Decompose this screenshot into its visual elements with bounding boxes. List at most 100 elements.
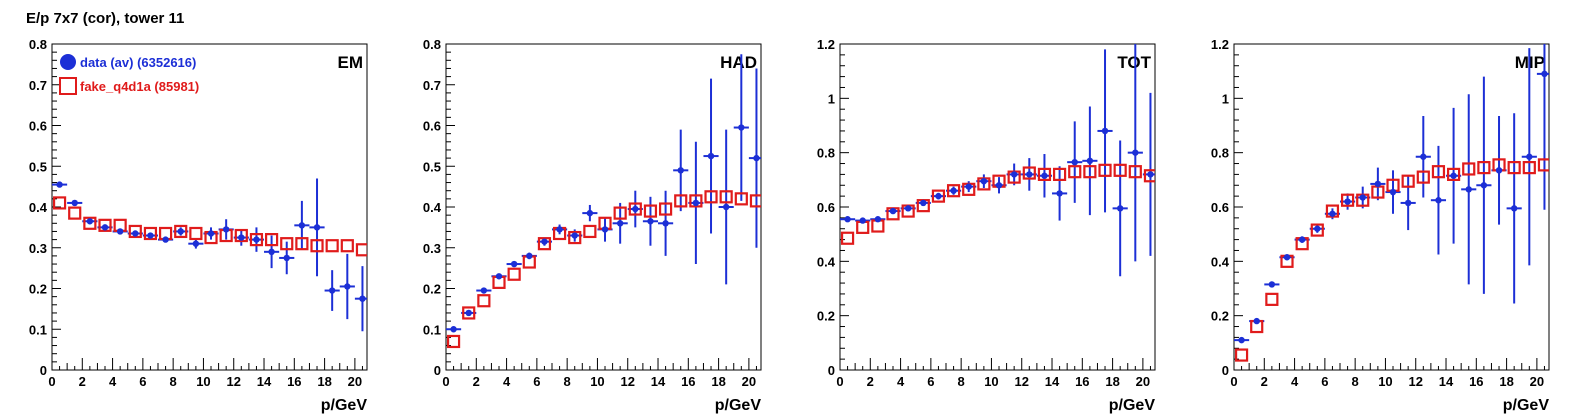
x-tick-label: 18 <box>711 374 725 389</box>
y-tick-label: 1.2 <box>817 37 835 52</box>
data-marker <box>313 224 321 231</box>
y-tick-label: 0.4 <box>29 200 48 215</box>
fake-marker <box>249 233 264 247</box>
data-marker <box>1389 188 1397 196</box>
panel-mip: 00.20.40.60.811.202468101214161820p/GeVM… <box>1182 0 1575 419</box>
x-tick-label: 0 <box>48 374 55 389</box>
data-marker <box>147 232 154 239</box>
fake-marker <box>310 239 324 253</box>
fake-marker <box>1128 165 1142 179</box>
fake-marker <box>1143 169 1155 183</box>
x-tick-label: 2 <box>473 374 480 389</box>
data-marker <box>616 220 624 227</box>
fake-marker <box>674 194 688 208</box>
x-tick-label: 6 <box>1321 374 1328 389</box>
data-marker <box>1238 336 1245 344</box>
plot-area <box>1234 44 1549 362</box>
data-marker <box>222 226 230 233</box>
y-tick-label: 0.4 <box>423 200 442 215</box>
y-tick-label: 0.6 <box>1211 200 1229 215</box>
x-tick-label: 0 <box>442 374 449 389</box>
data-marker <box>268 248 275 256</box>
y-tick-label: 0.4 <box>1211 254 1230 269</box>
x-tick-label: 6 <box>533 374 540 389</box>
x-tick-label: 10 <box>196 374 210 389</box>
data-marker <box>601 226 609 233</box>
data-marker <box>328 287 336 294</box>
y-tick-label: 0.8 <box>29 37 47 52</box>
fake-marker <box>1340 193 1355 207</box>
x-tick-label: 8 <box>1352 374 1359 389</box>
x-tick-label: 10 <box>590 374 604 389</box>
data-marker <box>1329 210 1336 217</box>
data-marker <box>1116 205 1124 212</box>
fake-marker <box>643 204 658 218</box>
x-tick-label: 16 <box>681 374 695 389</box>
data-marker <box>556 226 563 233</box>
fake-marker <box>280 237 294 251</box>
fake-marker <box>749 194 761 208</box>
figure-title: E/p 7x7 (cor), tower 11 <box>26 10 185 27</box>
data-marker <box>1132 149 1139 156</box>
data-marker <box>526 252 533 260</box>
data-marker <box>238 234 245 241</box>
x-tick-label: 6 <box>139 374 146 389</box>
data-marker <box>738 124 745 131</box>
data-marker <box>465 309 472 317</box>
fake-marker <box>1537 158 1549 172</box>
data-marker <box>844 216 851 223</box>
fake-marker <box>1068 165 1082 179</box>
data-marker <box>1056 190 1063 197</box>
data-marker <box>495 273 503 280</box>
data-marker <box>904 205 912 212</box>
data-marker <box>889 207 897 215</box>
x-tick-label: 18 <box>317 374 331 389</box>
data-marker <box>1420 153 1427 160</box>
plot-tot: 00.20.40.60.811.20 2 4 6 8 10 12 14 16 18 20p/GeVT… <box>817 37 1156 414</box>
fake-marker <box>1431 165 1446 179</box>
y-tick-label: 0.8 <box>1211 146 1229 161</box>
fake-marker <box>1113 163 1127 177</box>
y-tick-label: 0.8 <box>817 146 835 161</box>
x-tick-label: 12 <box>1014 374 1028 389</box>
data-marker <box>950 187 957 194</box>
fake-marker <box>1416 170 1430 184</box>
y-tick-label: 0.5 <box>29 159 47 174</box>
x-tick-label: 14 <box>1045 374 1060 389</box>
panel-em: 0 0.1 0.2 0.3 0.4 0.5 0.6 0.7 0.8 0 2 4 6 8 10 12 14 16 18… <box>0 0 394 419</box>
data-marker <box>662 220 669 227</box>
x-tick-label: 14 <box>651 374 666 389</box>
data-marker <box>480 287 488 294</box>
data-marker <box>344 283 351 290</box>
fake-marker <box>658 202 673 216</box>
data-marker <box>632 205 639 213</box>
data-marker <box>71 199 78 207</box>
y-tick-label: 0.7 <box>29 78 47 93</box>
data-marker <box>874 216 882 223</box>
data-marker <box>450 326 457 333</box>
data-marker <box>586 209 594 217</box>
panel-label: EM <box>338 53 364 72</box>
x-tick-label: 6 <box>927 374 934 389</box>
fake-marker <box>719 190 733 204</box>
data-marker <box>283 254 290 262</box>
fake-marker <box>628 202 642 216</box>
fake-marker <box>477 294 491 308</box>
y-tick-label: 0.6 <box>817 200 835 215</box>
data-marker <box>1071 158 1078 166</box>
panel-label: HAD <box>720 53 757 72</box>
data-marker <box>359 295 366 302</box>
data-marker <box>935 192 942 200</box>
x-tick-label: 10 <box>984 374 998 389</box>
data-marker <box>1510 205 1518 212</box>
data-marker <box>1450 172 1457 179</box>
fake-marker <box>1310 223 1324 237</box>
data-marker <box>207 230 215 237</box>
data-marker <box>1314 225 1321 232</box>
fake-marker <box>98 218 112 232</box>
fake-marker <box>325 239 339 253</box>
x-tick-label: 20 <box>1136 374 1150 389</box>
fake-marker <box>1401 174 1415 188</box>
x-axis-label: p/GeV <box>715 397 762 414</box>
data-marker <box>1374 180 1382 188</box>
